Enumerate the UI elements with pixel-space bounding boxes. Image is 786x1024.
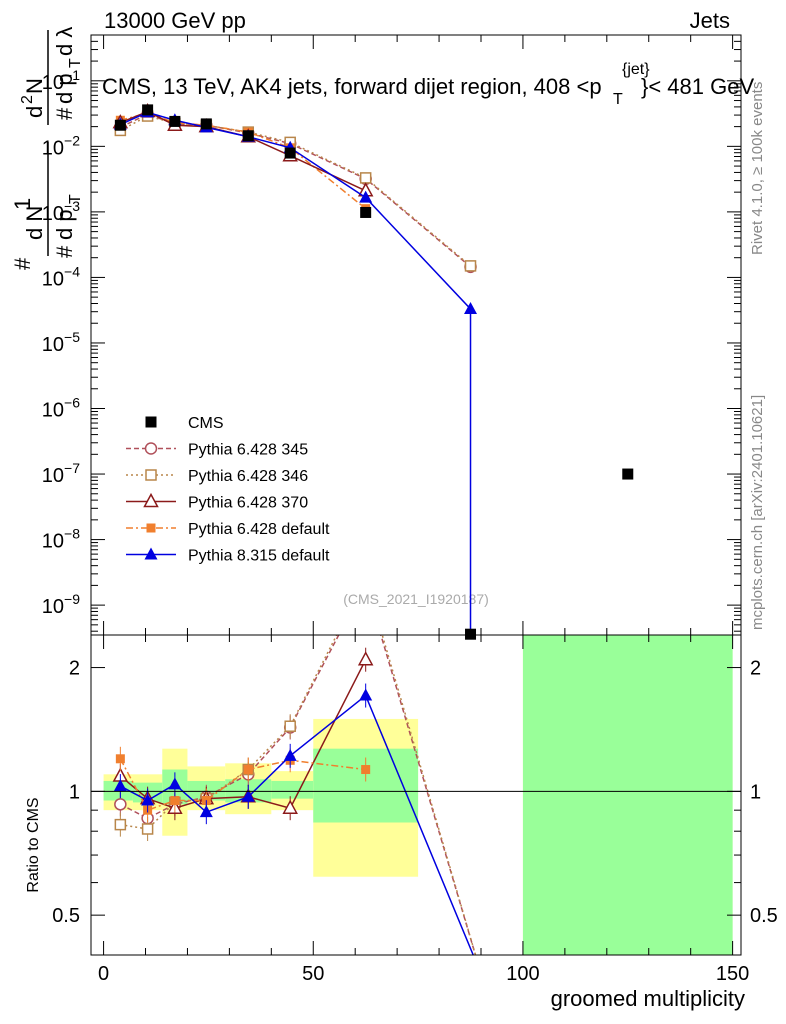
ratio-line-4 (120, 694, 475, 955)
ylabel-d2N-N: N (22, 78, 47, 94)
ratio-point-1 (141, 823, 154, 835)
ratio-point-4 (168, 777, 182, 790)
plot-title-sub: T (613, 91, 623, 108)
ratio-point-4 (199, 805, 213, 818)
ylabel-one: 1 (10, 198, 35, 210)
main-y-tick-label: 10−4 (42, 263, 80, 290)
ratio-point-4 (283, 748, 297, 761)
ylabel-hash3: # (52, 107, 77, 120)
ratio-series-group (112, 635, 477, 955)
ratio-point-4 (113, 779, 127, 792)
ratio-y-tick-label-left: 0.5 (52, 905, 80, 927)
series-point-5 (359, 190, 373, 203)
legend-label-5: Pythia 8.315 default (188, 548, 330, 565)
x-tick-label: 0 (98, 963, 109, 985)
ylabel-dN: d N (22, 206, 47, 240)
ratio-point-4 (241, 789, 255, 802)
ratio-frame (90, 634, 742, 956)
series-point-0 (284, 147, 296, 159)
main-y-tick-label: 10−1 (42, 67, 80, 94)
legend-marker-4 (146, 523, 156, 533)
ylabel-d2N-d: d (22, 106, 47, 118)
ratio-y-tick-label-right: 2 (750, 658, 761, 680)
series-point-0 (622, 468, 634, 480)
ylabel-T2: T (67, 58, 84, 68)
main-y-tick-label: 10−7 (42, 460, 80, 487)
x-axis-label: groomed multiplicity (551, 986, 745, 1011)
ratio-y-tick-label-right: 1 (750, 781, 761, 803)
ylabel-T: T (67, 194, 84, 204)
plot-title-tail: }< 481 GeV (641, 74, 754, 99)
series-point-0 (360, 206, 372, 218)
plot-title-main: CMS, 13 TeV, AK4 jets, forward dijet reg… (102, 74, 602, 99)
ratio-point-3 (170, 796, 180, 806)
ratio-y-tick-label-left: 2 (69, 658, 80, 680)
legend: CMS Pythia 6.428 345 Pythia 6.428 346 Pythi… (126, 415, 330, 565)
ylabel-d2N-2: 2 (19, 95, 36, 104)
plot-title: CMS, 13 TeV, AK4 jets, forward dijet reg… (102, 74, 602, 99)
header-right: Jets (690, 8, 730, 33)
ylabel-hash2: # (52, 245, 77, 258)
main-y-tick-label: 10−8 (42, 526, 80, 553)
legend-marker-3 (143, 492, 159, 508)
legend-label-4: Pythia 6.428 default (188, 521, 330, 538)
ratio-bands (103, 635, 733, 955)
main-y-tick-label: 10−5 (42, 329, 80, 356)
series-point-0 (242, 130, 254, 142)
ylabel-dlambda: d λ (52, 27, 77, 56)
plot-title-sup: {jet} (622, 61, 650, 78)
analysis-watermark: (CMS_2021_I1920187) (343, 591, 489, 607)
series-point-0 (200, 118, 212, 130)
main-y-tick-label: 10−2 (42, 132, 80, 159)
x-tick-label: 50 (302, 963, 324, 985)
legend-label-0: CMS (188, 415, 224, 432)
ratio-point-1 (114, 818, 127, 831)
ratio-point-3 (243, 765, 253, 775)
legend-marker-1 (144, 442, 158, 455)
ratio-y-tick-label-left: 1 (69, 781, 80, 803)
ratio-point-2 (282, 799, 298, 814)
x-tick-label: 100 (506, 963, 539, 985)
ratio-series-clipped (112, 635, 477, 955)
ratio-point-4 (359, 688, 373, 701)
main-y-tick-label: 10−9 (42, 591, 80, 618)
series-point-0 (169, 115, 181, 127)
main-y-tick-label: 10−3 (42, 198, 80, 225)
axes-group: 0 50 100 150 10−9 10−8 10−7 10−6 10−5 10−4 10−3 10−… (42, 34, 778, 985)
mcplots-label: mcplots.cern.ch [arXiv:2401.10621] (749, 395, 766, 630)
legend-label-2: Pythia 6.428 346 (188, 468, 308, 485)
ylabel-hash1: # (10, 257, 35, 270)
legend-label-3: Pythia 6.428 370 (188, 495, 308, 512)
ratio-y-tick-label-right: 0.5 (750, 905, 778, 927)
header-left: 13000 GeV pp (104, 8, 246, 33)
series-point-5 (464, 301, 478, 314)
ratio-point-2 (357, 651, 374, 666)
ratio-point-0 (114, 798, 127, 811)
main-y-tick-label: 10−6 (42, 395, 80, 422)
ratio-point-4 (141, 793, 155, 806)
rivet-label: Rivet 4.1.0, ≥ 100k events (749, 82, 766, 255)
legend-marker-5 (144, 547, 158, 560)
main-ylabel: # 1 d N # d p T d 2 N # d p T d λ (10, 27, 84, 270)
ratio-point-3 (361, 765, 371, 775)
ratio-band-inner-5 (271, 780, 314, 799)
legend-marker-0 (145, 416, 157, 428)
series-point-0 (114, 119, 126, 131)
ratio-point-1 (284, 720, 296, 732)
x-tick-label: 150 (716, 963, 749, 985)
series-point-2 (464, 260, 477, 272)
ratio-ylabel: Ratio to CMS (25, 797, 42, 892)
legend-marker-2 (145, 469, 157, 481)
series-point-0 (465, 628, 477, 640)
series-point-0 (142, 104, 154, 116)
ylabel-dp: d p (52, 209, 77, 240)
series-point-2 (359, 172, 372, 184)
ylabel-dpT: d p (52, 73, 77, 104)
legend-label-1: Pythia 6.428 345 (188, 442, 308, 459)
main-series-group (112, 102, 634, 640)
ratio-point-3 (115, 754, 125, 764)
ratio-band-inner-7 (522, 635, 733, 955)
